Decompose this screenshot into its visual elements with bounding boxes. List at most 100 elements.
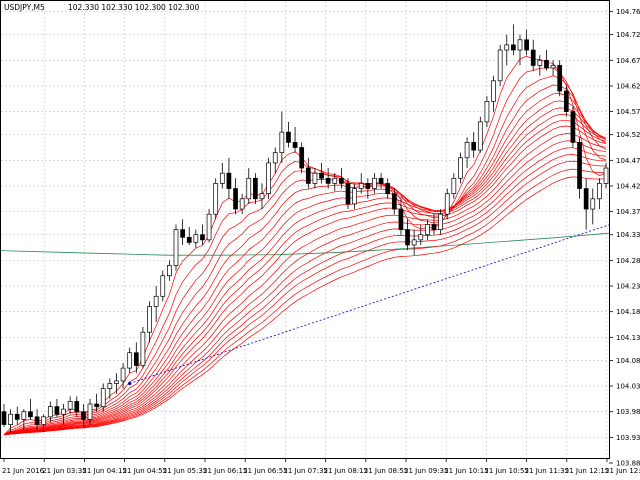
candle-body <box>524 39 529 51</box>
candle-body <box>81 411 86 420</box>
candle-body <box>114 380 119 384</box>
candle-body <box>133 352 139 366</box>
candle-body <box>491 80 496 102</box>
y-tick-label: 104.035 <box>616 383 640 391</box>
candle-body <box>299 147 305 169</box>
ema-line-62 <box>3 176 607 436</box>
candle-body <box>339 177 344 184</box>
candle-body <box>372 177 377 189</box>
y-tick-label: 104.280 <box>616 257 640 265</box>
candle-body <box>67 401 73 410</box>
x-tick-label: 21 Jun 08:55 <box>364 467 408 475</box>
x-tick-label: 21 Jun 12:55 <box>605 467 640 475</box>
candle-body <box>147 306 152 333</box>
ema-line-23 <box>3 107 607 436</box>
x-tick-label: 21 Jun 2016 <box>2 467 45 475</box>
candle-body <box>319 172 324 179</box>
candle-body <box>54 406 60 415</box>
candle-body <box>180 229 185 238</box>
candle-body <box>173 229 179 266</box>
candle-body <box>511 44 516 51</box>
plot-frame <box>0 0 610 459</box>
candle-body <box>597 183 602 200</box>
candle-body <box>530 49 536 66</box>
candle-body <box>325 177 331 184</box>
candle-body <box>272 152 278 164</box>
y-tick-label: 104.330 <box>616 231 640 239</box>
y-tick-label: 104.085 <box>616 357 640 365</box>
ema-line-48 <box>3 154 607 436</box>
candle-body <box>61 408 66 415</box>
candle-body <box>14 413 20 420</box>
candle-body <box>577 142 582 189</box>
candle-body <box>292 142 298 148</box>
candle-body <box>438 213 443 230</box>
candle-body <box>226 172 232 189</box>
candle-body <box>405 229 410 246</box>
candle-body <box>127 352 133 369</box>
long-moving-average <box>0 232 610 256</box>
y-axis: 104.765 104.720 104.670 104.620 104.570 104.5… <box>609 8 640 468</box>
x-tick-label: 21 Jun 09:35 <box>404 467 448 475</box>
ema-line-26 <box>3 113 607 436</box>
candle-body <box>94 403 99 407</box>
x-tick-label: 21 Jun 07:35 <box>283 467 327 475</box>
x-tick-label: 21 Jun 04:55 <box>123 467 167 475</box>
candle-body <box>100 388 106 407</box>
y-tick-label: 104.620 <box>616 82 640 90</box>
candle-body <box>286 131 291 143</box>
candle-body <box>279 131 285 153</box>
candles <box>1 24 609 433</box>
candle-body <box>47 406 53 418</box>
ema-line-36 <box>3 133 607 436</box>
y-tick-label: 104.765 <box>616 8 640 16</box>
candle-body <box>167 265 172 277</box>
x-tick-label: 21 Jun 06:55 <box>243 467 287 475</box>
candle-body <box>544 59 549 69</box>
grid <box>1 1 609 458</box>
y-tick-label: 104.180 <box>616 308 640 316</box>
x-tick-label: 21 Jun 04:15 <box>82 467 126 475</box>
candle-body <box>537 59 543 66</box>
ma-ribbon <box>3 55 607 436</box>
candle-body <box>398 208 404 230</box>
y-tick-label: 103.985 <box>616 408 640 416</box>
candle-body <box>34 416 40 425</box>
candle-body <box>391 193 397 210</box>
y-tick-label: 104.475 <box>616 157 640 165</box>
candle-body <box>87 403 93 420</box>
candle-body <box>603 167 609 184</box>
candle-body <box>358 183 364 189</box>
candle-body <box>8 413 13 425</box>
candle-body <box>74 401 80 413</box>
candle-body <box>583 188 589 210</box>
ema-line-17 <box>3 93 607 436</box>
y-tick-label: 104.130 <box>616 334 640 342</box>
candle-body <box>444 193 450 215</box>
trendline-line <box>129 224 611 384</box>
x-tick-label: 21 Jun 05:35 <box>163 467 207 475</box>
ohlc-readout: 102.330 102.330 102.300 102.300 <box>68 3 199 12</box>
candle-body <box>425 224 430 236</box>
y-tick-label: 103.885 <box>616 460 640 468</box>
y-tick-label: 104.230 <box>616 283 640 291</box>
candle-body <box>504 44 510 51</box>
y-tick-label: 103.935 <box>616 434 640 442</box>
candle-body <box>259 193 265 200</box>
x-tick-label: 21 Jun 08:15 <box>324 467 368 475</box>
candle-body <box>451 177 457 195</box>
ema-line-20 <box>3 100 607 436</box>
x-tick-label: 21 Jun 12:15 <box>565 467 609 475</box>
long-ma-line <box>0 232 610 256</box>
candle-body <box>484 100 490 123</box>
candle-body <box>305 167 311 184</box>
candle-body <box>153 295 159 307</box>
candle-body <box>246 177 252 200</box>
candle-body <box>458 157 463 179</box>
candle-body <box>517 39 523 51</box>
candle-body <box>477 121 483 151</box>
y-tick-label: 104.525 <box>616 131 640 139</box>
candle-body <box>464 142 470 159</box>
